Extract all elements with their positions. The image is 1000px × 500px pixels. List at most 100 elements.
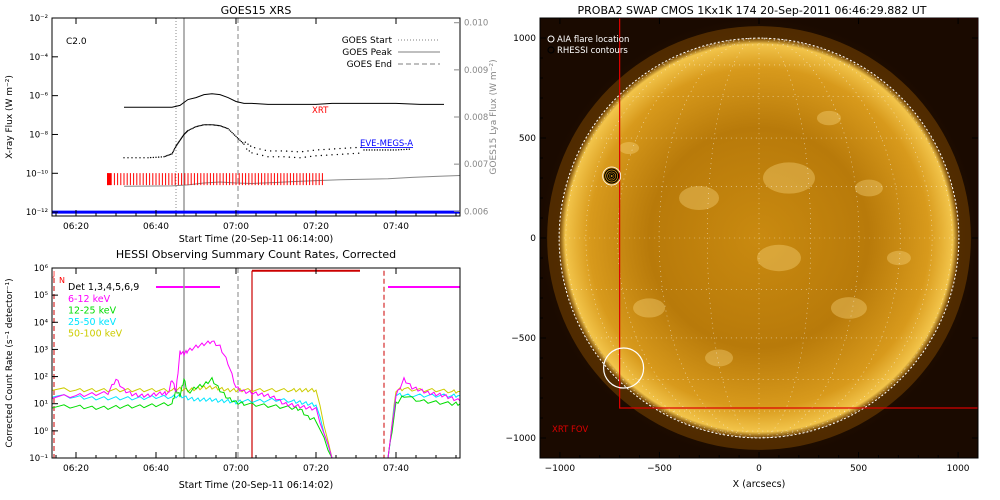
goes-title: GOES15 XRS bbox=[221, 4, 292, 17]
aia-flare-marker bbox=[602, 166, 622, 186]
goes-legend-goes-start: GOES Start bbox=[342, 36, 393, 46]
hessi-xlabel: Start Time (20-Sep-11 06:14:02) bbox=[179, 480, 334, 491]
goes-long-point bbox=[245, 148, 248, 150]
goes-long-point bbox=[285, 150, 288, 152]
goes-long-point bbox=[160, 156, 163, 158]
active-region-7 bbox=[816, 110, 841, 126]
goes-long-point bbox=[229, 130, 232, 132]
goes-long-point bbox=[131, 157, 133, 159]
goes-annotation-xrt: XRT bbox=[312, 106, 329, 116]
rhessi-contour-0 bbox=[604, 168, 620, 184]
active-region-6 bbox=[705, 349, 734, 367]
rhessi-contour-2 bbox=[607, 172, 616, 180]
goes-long-point bbox=[173, 149, 175, 151]
active-region-8 bbox=[619, 142, 640, 155]
goes-long-point bbox=[304, 156, 307, 158]
longitude-line bbox=[706, 37, 760, 439]
goes-long-point bbox=[296, 151, 299, 153]
xrt-fov-label: XRT FOV bbox=[552, 425, 588, 435]
hessi-series-6-12-kev bbox=[52, 340, 460, 458]
active-region-9 bbox=[886, 250, 911, 266]
goes-long-point bbox=[165, 155, 168, 157]
hessi-legend-50-100-kev: 50-100 keV bbox=[68, 329, 123, 340]
goes-long-point bbox=[317, 149, 320, 151]
swap-xtick-label: −500 bbox=[647, 464, 672, 474]
rhessi-marker-icon bbox=[547, 46, 555, 54]
hessi-ytick-label: 10⁻¹ bbox=[29, 454, 48, 464]
goes-long-point bbox=[259, 148, 261, 150]
hessi-xtick-label: 07:40 bbox=[383, 464, 409, 474]
goes-long-point bbox=[363, 149, 365, 151]
hessi-series-25-50-kev bbox=[52, 392, 460, 458]
hessi-ytick-label: 10³ bbox=[34, 345, 48, 355]
swap-title: PROBA2 SWAP CMOS 1Kx1K 174 20-Sep-2011 0… bbox=[578, 4, 927, 17]
hessi-axes: 06:20 06:40 07:00 07:20 07:40 10⁶ 10⁵ 10⁴ 10³ 10²… bbox=[29, 264, 457, 474]
goes-ytick-label: 10⁻⁴ bbox=[29, 53, 48, 63]
goes-long-point bbox=[164, 155, 167, 158]
goes-long-point bbox=[167, 154, 169, 157]
goes-long-point bbox=[261, 154, 264, 157]
swap-xtick-label: 0 bbox=[756, 464, 762, 474]
goes-long-point bbox=[193, 126, 196, 129]
goes-long-point bbox=[299, 157, 301, 159]
goes-long-point bbox=[225, 127, 228, 129]
goes-long-point bbox=[301, 150, 304, 153]
goes-long-point bbox=[247, 143, 249, 145]
goes-long-point bbox=[201, 124, 204, 126]
hessi-ytick-label: 10² bbox=[34, 373, 48, 383]
goes-long-point bbox=[203, 124, 205, 126]
hessi-series bbox=[52, 340, 460, 458]
hessi-ytick-label: 10¹ bbox=[34, 400, 48, 410]
goes-long-point bbox=[163, 156, 165, 158]
goes-long-point bbox=[215, 124, 217, 126]
xrt-fov-box bbox=[619, 18, 978, 409]
goes-ytick-label: 10⁻⁶ bbox=[29, 92, 48, 102]
circle-marker bbox=[603, 347, 645, 389]
goes-long-point bbox=[365, 149, 368, 151]
goes-long-point bbox=[384, 149, 387, 151]
hessi-legend-title: Det 1,3,4,5,6,9 bbox=[68, 282, 139, 293]
hessi-legend-6-12-kev: 6-12 keV bbox=[68, 294, 111, 305]
aia-marker-icon bbox=[547, 35, 555, 43]
active-region-2 bbox=[830, 297, 867, 319]
goes-ytick-label: 10⁻¹⁰ bbox=[26, 169, 49, 179]
goes-long-point bbox=[395, 149, 397, 151]
goes-long-point bbox=[347, 153, 349, 155]
goes-long-point bbox=[189, 128, 192, 130]
goes-ytick-right-label: 0.006 bbox=[464, 207, 488, 217]
attenuator-start bbox=[107, 173, 111, 186]
goes-xtick-label: 06:40 bbox=[143, 222, 169, 232]
goes-long-point bbox=[280, 150, 283, 152]
goes-long-point bbox=[197, 125, 200, 127]
hessi-ytick-label: 10⁰ bbox=[34, 427, 49, 437]
rhessi-contour-3 bbox=[609, 173, 614, 179]
goes-xlabel: Start Time (20-Sep-11 06:14:00) bbox=[179, 234, 334, 245]
goes-long-point bbox=[237, 138, 240, 140]
goes-long-point bbox=[220, 125, 223, 127]
goes-long-point bbox=[368, 149, 371, 151]
sun-active-regions bbox=[619, 110, 911, 367]
swap-xlabel: X (arcsecs) bbox=[733, 479, 786, 490]
goes-long-point bbox=[233, 134, 236, 136]
goes-long-point bbox=[155, 156, 157, 158]
swap-ytick-label: 1000 bbox=[513, 34, 536, 44]
hessi-xtick-label: 06:20 bbox=[63, 464, 89, 474]
goes-long-point bbox=[379, 149, 381, 151]
goes-long-point bbox=[387, 149, 389, 151]
goes-long-point bbox=[204, 124, 207, 126]
goes-long-point bbox=[293, 156, 296, 159]
goes-long-point bbox=[344, 147, 347, 149]
goes-ylabel-left: X-ray Flux (W m⁻²) bbox=[5, 75, 15, 159]
goes-long-point bbox=[291, 150, 293, 153]
goes-event-lines bbox=[175, 18, 239, 216]
goes-long-point bbox=[157, 156, 160, 158]
goes-long-point bbox=[152, 156, 155, 159]
goes-long-point bbox=[196, 125, 199, 128]
goes-long-point bbox=[328, 148, 331, 150]
goes-long-point bbox=[149, 156, 152, 159]
sun-disk bbox=[559, 38, 959, 438]
goes-long-point bbox=[389, 149, 392, 151]
swap-ytick-label: −500 bbox=[511, 334, 536, 344]
goes-long-point bbox=[243, 143, 245, 145]
